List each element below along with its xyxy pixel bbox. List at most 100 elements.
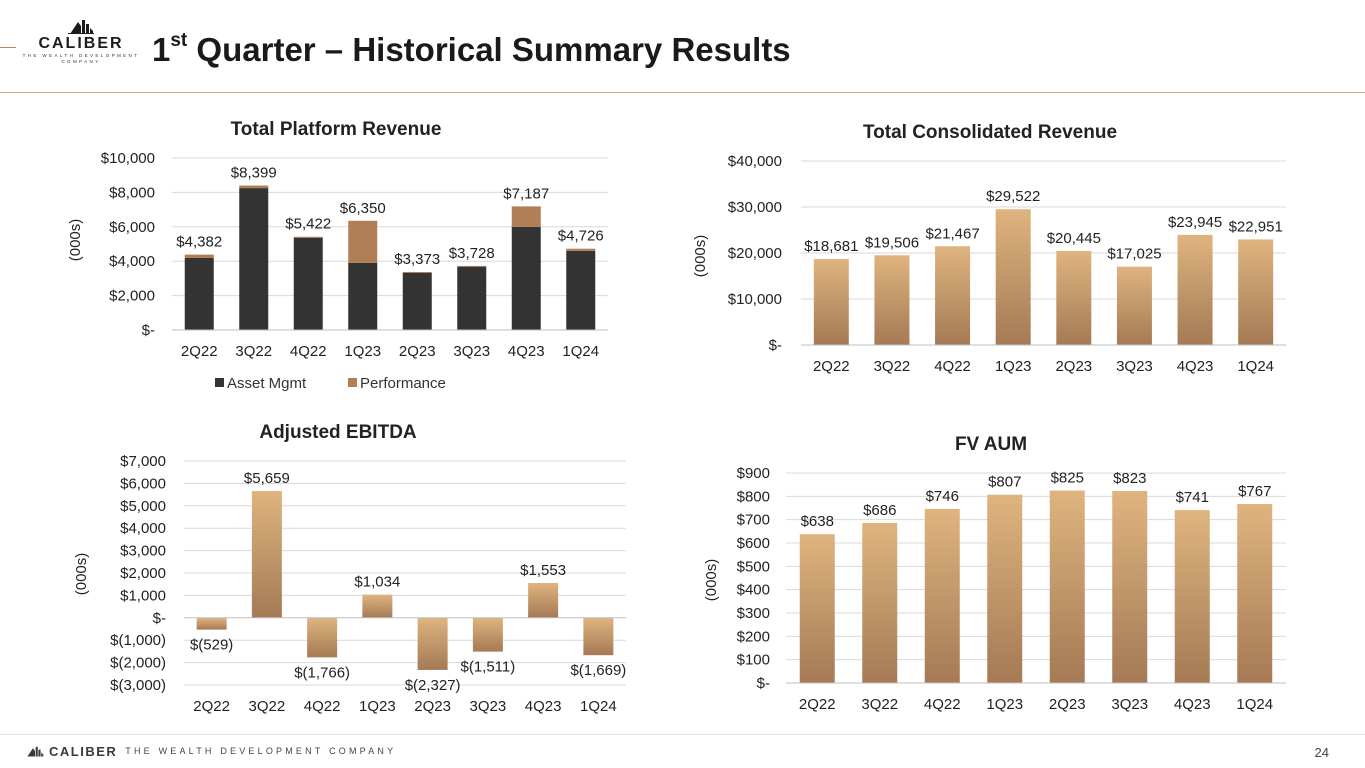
- x-tick-label: 3Q23: [1111, 696, 1148, 713]
- bar-asset-mgmt: [402, 272, 432, 330]
- data-label: $(529): [190, 637, 233, 654]
- legend-label-performance: Performance: [360, 375, 446, 392]
- data-label: $825: [1051, 470, 1084, 487]
- legend-swatch-asset-mgmt: [215, 378, 224, 387]
- y-tick-label: $300: [737, 605, 770, 622]
- data-label: $17,025: [1107, 246, 1161, 263]
- bar: [1116, 266, 1152, 345]
- data-label: $4,382: [176, 234, 222, 251]
- bar: [862, 522, 898, 683]
- y-tick-label: $10,000: [101, 150, 155, 167]
- y-tick-label: $10,000: [728, 291, 782, 308]
- bar-asset-mgmt: [184, 257, 214, 330]
- data-label: $4,726: [558, 228, 604, 245]
- x-tick-label: 1Q24: [1236, 696, 1273, 713]
- x-tick-label: 3Q22: [861, 696, 898, 713]
- x-tick-label: 4Q22: [934, 358, 971, 375]
- y-tick-label: $100: [737, 652, 770, 669]
- data-label: $21,467: [925, 225, 979, 242]
- data-label: $18,681: [804, 238, 858, 255]
- y-tick-label: $(2,000): [110, 655, 166, 672]
- data-label: $5,422: [285, 216, 331, 233]
- data-label: $3,373: [394, 251, 440, 268]
- building-logo-icon: [68, 20, 94, 34]
- data-label: $686: [863, 502, 896, 519]
- data-label: $767: [1238, 483, 1271, 500]
- data-label: $23,945: [1168, 214, 1222, 231]
- building-logo-icon: [27, 746, 44, 757]
- x-tick-label: 2Q22: [181, 343, 218, 360]
- x-tick-label: 4Q22: [304, 698, 341, 715]
- data-label: $6,350: [340, 200, 386, 217]
- bar-asset-mgmt: [348, 262, 378, 330]
- data-label: $(1,766): [294, 664, 350, 681]
- logo-wordmark: CALIBER: [38, 35, 124, 52]
- legend-swatch-performance: [348, 378, 357, 387]
- adjusted-ebitda-chart: Adjusted EBITDA (000s) $(3,000) $(2,000) $…: [73, 422, 626, 715]
- company-logo[interactable]: CALIBER THE WEALTH DEVELOPMENT COMPANY: [22, 18, 140, 74]
- bar-performance: [239, 185, 269, 189]
- bar: [1237, 504, 1273, 683]
- chart-title: Adjusted EBITDA: [259, 422, 417, 443]
- y-tick-label: $40,000: [728, 153, 782, 170]
- x-tick-label: 3Q23: [1116, 358, 1153, 375]
- y-tick-label: $2,000: [109, 288, 155, 305]
- data-label: $20,445: [1047, 230, 1101, 247]
- y-tick-label: $-: [153, 610, 166, 627]
- bar-performance: [566, 248, 596, 251]
- data-label: $(1,669): [570, 662, 626, 679]
- bar: [1177, 234, 1213, 345]
- bar: [528, 583, 559, 618]
- y-tick-label: $1,000: [120, 587, 166, 604]
- logo-tagline: THE WEALTH DEVELOPMENT COMPANY: [22, 53, 140, 64]
- data-label: $8,399: [231, 165, 277, 182]
- x-tick-label: 2Q22: [799, 696, 836, 713]
- data-label: $3,728: [449, 245, 495, 262]
- bar: [251, 491, 282, 618]
- y-tick-label: $6,000: [120, 475, 166, 492]
- y-tick-label: $4,000: [109, 253, 155, 270]
- page-number: 24: [1314, 745, 1329, 760]
- y-tick-label: $20,000: [728, 245, 782, 262]
- bar: [362, 594, 393, 618]
- bar-performance: [402, 271, 432, 273]
- y-tick-label: $400: [737, 582, 770, 599]
- chart-title: FV AUM: [955, 434, 1027, 455]
- y-axis-label: (000s): [703, 559, 720, 602]
- y-tick-label: $(3,000): [110, 677, 166, 694]
- x-tick-label: 2Q23: [1055, 358, 1092, 375]
- x-tick-label: 2Q23: [399, 343, 436, 360]
- y-tick-label: $800: [737, 488, 770, 505]
- bar-asset-mgmt: [239, 188, 269, 330]
- y-tick-label: $5,000: [120, 498, 166, 515]
- platform-revenue-chart: Total Platform Revenue (000s) Asset Mgmt…: [67, 119, 608, 392]
- bar-asset-mgmt: [293, 237, 323, 330]
- x-tick-label: 4Q22: [924, 696, 961, 713]
- brand-accent-line: [0, 47, 16, 48]
- bar-asset-mgmt: [457, 266, 487, 330]
- bar: [472, 617, 503, 652]
- bar-performance: [293, 236, 323, 238]
- x-tick-label: 3Q22: [874, 358, 911, 375]
- x-tick-label: 4Q23: [525, 698, 562, 715]
- bar: [995, 209, 1031, 345]
- x-tick-label: 1Q23: [359, 698, 396, 715]
- x-tick-label: 3Q22: [235, 343, 272, 360]
- bar: [417, 617, 448, 670]
- title-prefix: 1: [152, 31, 171, 68]
- bar: [1112, 490, 1148, 683]
- bar: [1238, 239, 1274, 345]
- y-axis-label: (000s): [67, 219, 84, 262]
- x-tick-label: 1Q23: [344, 343, 381, 360]
- y-tick-label: $8,000: [109, 184, 155, 201]
- y-tick-label: $3,000: [120, 543, 166, 560]
- bar: [874, 255, 910, 345]
- data-label: $22,951: [1229, 218, 1283, 235]
- footer-tagline: THE WEALTH DEVELOPMENT COMPANY: [125, 746, 397, 756]
- y-tick-label: $700: [737, 512, 770, 529]
- data-label: $638: [801, 513, 834, 530]
- x-tick-label: 2Q23: [1049, 696, 1086, 713]
- data-label: $823: [1113, 470, 1146, 487]
- bar: [307, 617, 338, 658]
- bar: [1049, 490, 1085, 683]
